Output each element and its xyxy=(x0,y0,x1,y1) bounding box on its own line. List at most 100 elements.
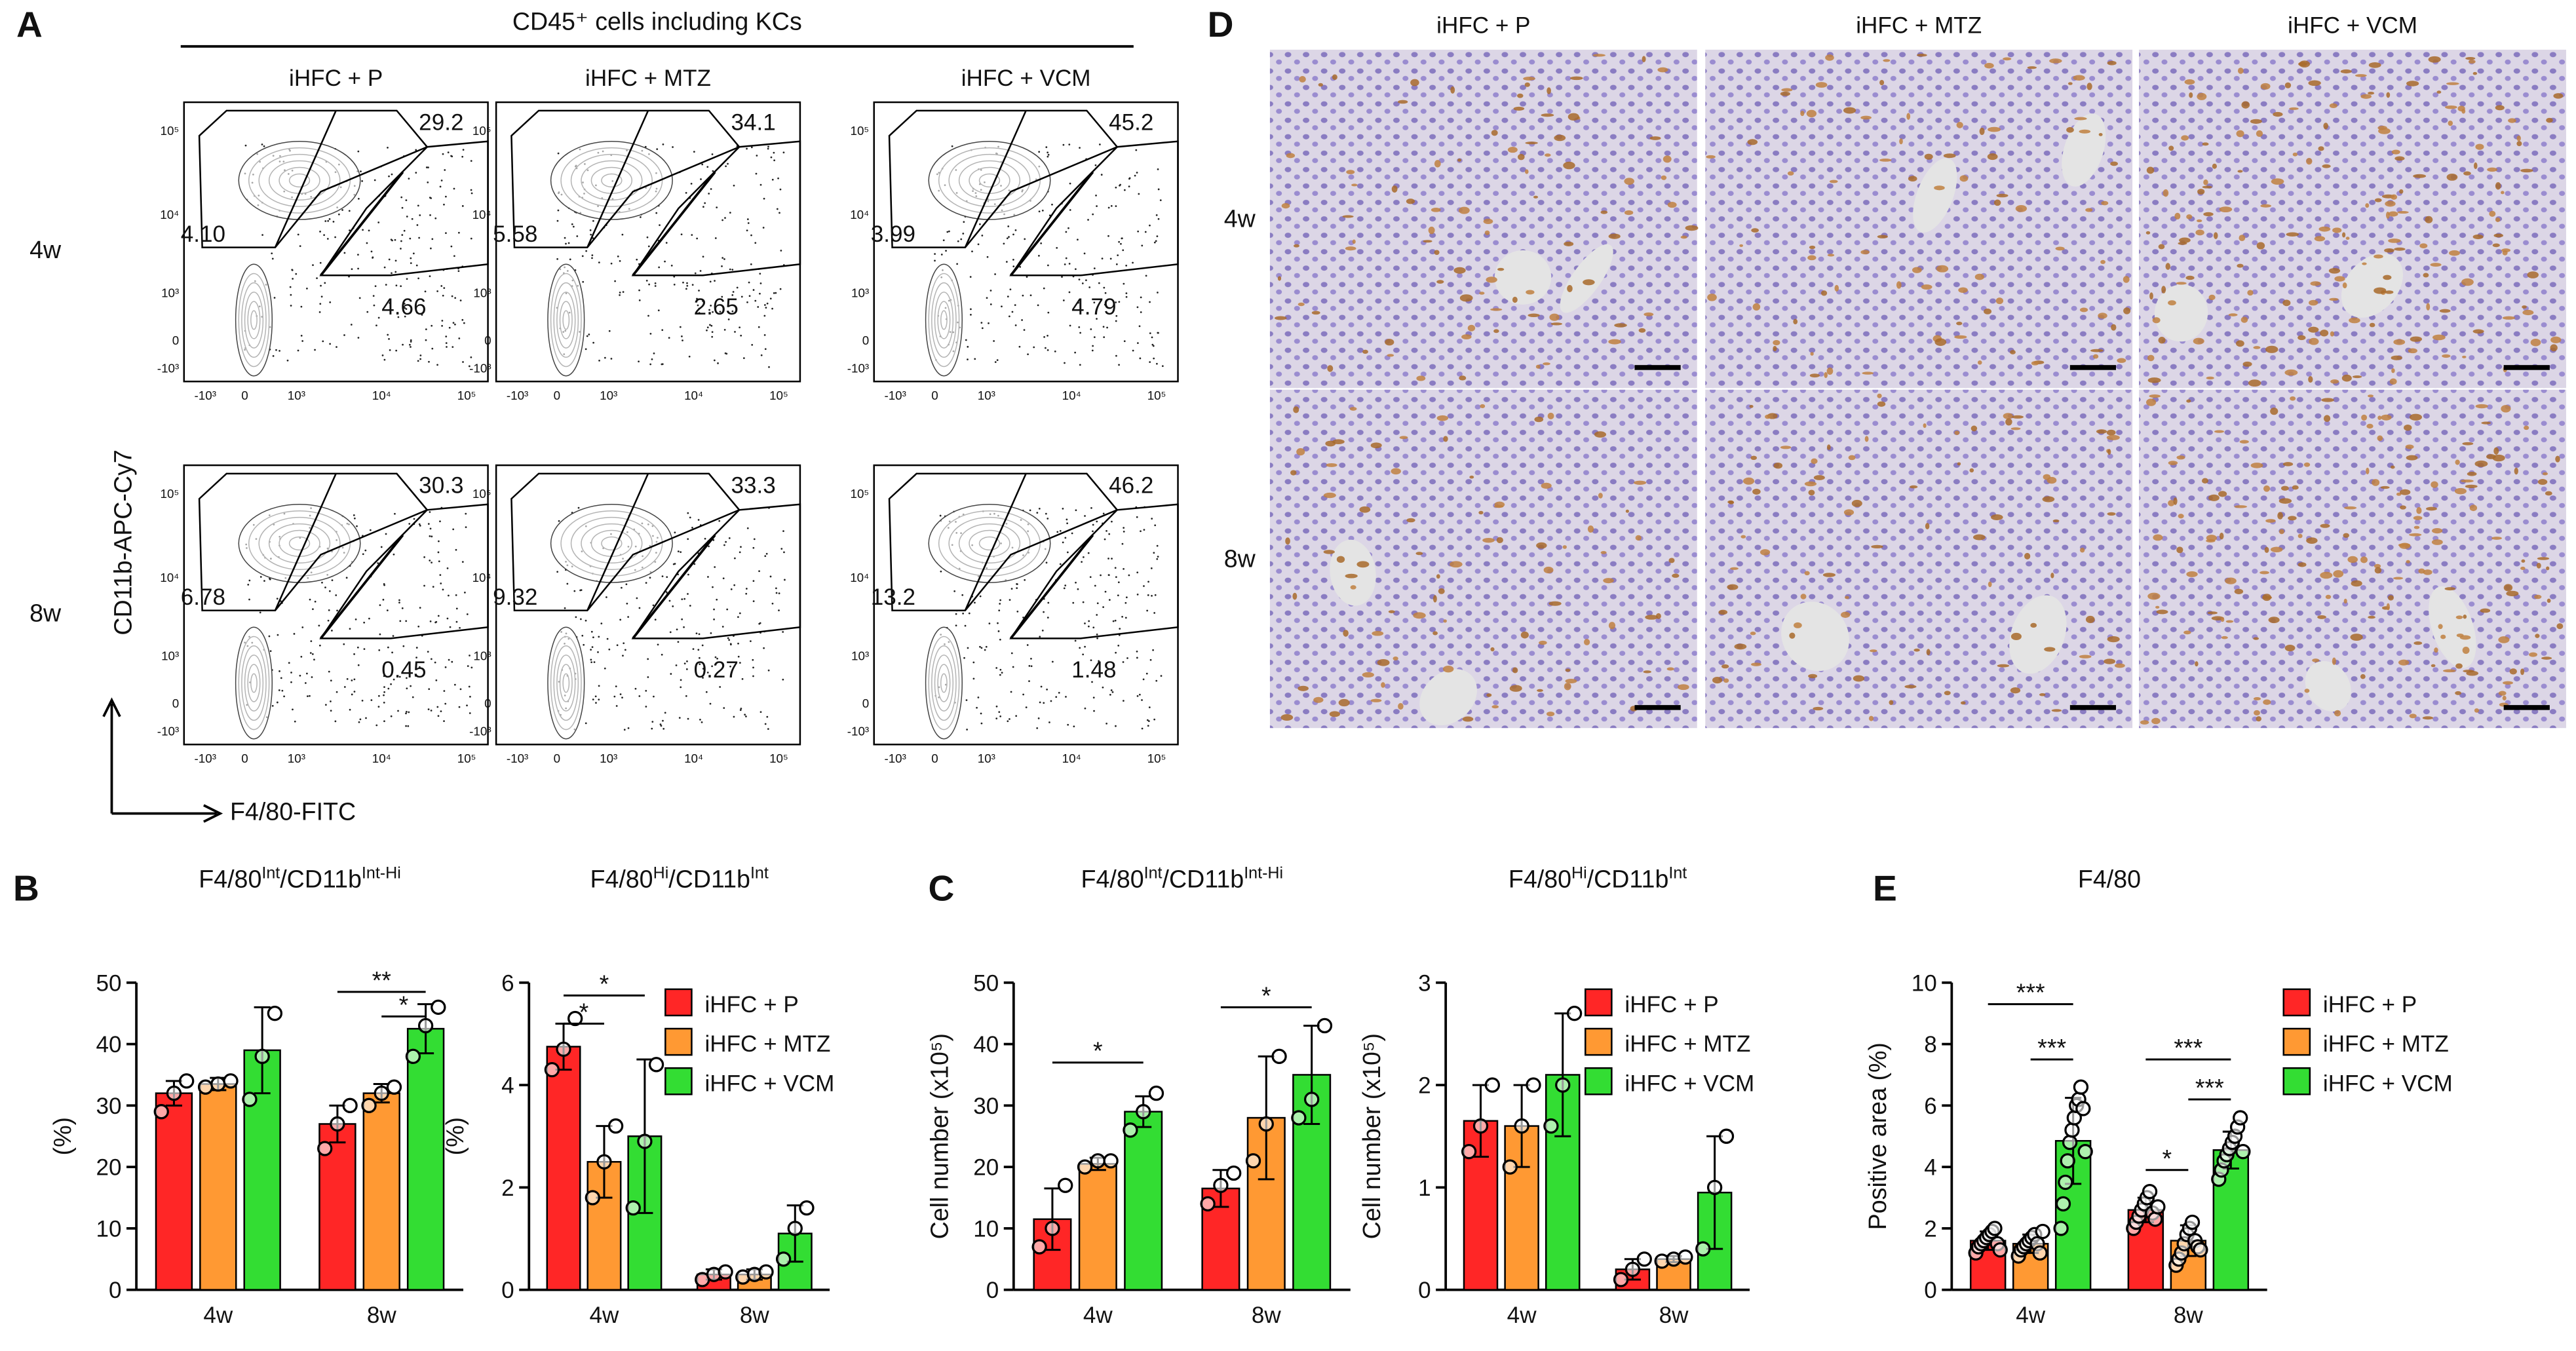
x-tick-label: 10³ xyxy=(600,752,617,765)
stain xyxy=(2391,368,2395,373)
event-dot xyxy=(1018,345,1021,348)
stain xyxy=(1478,510,1484,515)
event-dot xyxy=(318,624,320,627)
event-dot xyxy=(279,350,280,352)
stain xyxy=(1896,281,1902,289)
stain xyxy=(2240,316,2248,323)
event-dot xyxy=(398,676,401,678)
stain xyxy=(2096,429,2107,434)
event-dot xyxy=(711,153,714,155)
event-dot xyxy=(1091,349,1094,352)
stain xyxy=(1428,226,1435,235)
event-dot xyxy=(387,147,389,149)
event-dot xyxy=(728,639,731,641)
event-dot xyxy=(984,649,986,651)
event-dot xyxy=(1012,666,1014,668)
stain xyxy=(2380,485,2390,489)
event-dot xyxy=(662,719,664,722)
event-dot xyxy=(1123,282,1125,285)
stain xyxy=(1991,514,2003,520)
stain xyxy=(2355,74,2367,77)
event-dot xyxy=(583,643,585,646)
bar xyxy=(1124,1111,1163,1291)
event-dot xyxy=(1072,601,1075,604)
event-dot xyxy=(721,626,724,628)
stain xyxy=(2425,216,2433,223)
stain xyxy=(2360,556,2368,563)
event-dot xyxy=(427,651,429,653)
event-dot xyxy=(1121,615,1123,618)
x-tick-label: -10³ xyxy=(884,752,906,765)
event-dot xyxy=(653,695,655,698)
y-tick-label: 20 xyxy=(973,1155,999,1181)
event-dot xyxy=(767,147,769,150)
legend-swatch xyxy=(664,1067,693,1095)
event-dot xyxy=(713,618,715,620)
event-dot xyxy=(979,645,981,648)
stain xyxy=(2457,105,2465,112)
stain xyxy=(2391,355,2402,360)
contour xyxy=(550,140,673,220)
x-tick-label: 10⁴ xyxy=(372,389,391,402)
event-dot xyxy=(1081,561,1083,563)
event-dot xyxy=(702,668,704,670)
event-dot xyxy=(764,723,767,725)
event-dot xyxy=(1094,164,1097,166)
event-dot xyxy=(613,695,616,698)
stain xyxy=(1490,308,1503,311)
stain xyxy=(2333,570,2344,578)
stain xyxy=(1541,113,1554,117)
event-dot xyxy=(439,185,442,188)
event-dot xyxy=(1093,301,1096,304)
event-dot xyxy=(1102,512,1105,515)
x-tick-label: 0 xyxy=(554,389,560,402)
stain xyxy=(2031,361,2039,366)
stain xyxy=(2074,117,2087,121)
stain xyxy=(2322,164,2331,168)
x-tick-label: 10⁴ xyxy=(372,752,391,765)
event-dot xyxy=(455,607,458,610)
stain xyxy=(1393,656,1398,661)
event-dot xyxy=(585,348,587,351)
event-dot xyxy=(357,664,360,666)
event-dot xyxy=(740,546,742,548)
event-dot xyxy=(1119,184,1121,187)
event-dot xyxy=(759,711,762,714)
event-dot xyxy=(736,286,739,289)
stain xyxy=(2454,487,2467,495)
event-dot xyxy=(383,675,385,677)
stain xyxy=(2374,198,2382,202)
event-dot xyxy=(444,666,447,668)
event-dot xyxy=(757,306,759,308)
event-dot xyxy=(710,305,712,307)
event-dot xyxy=(328,609,330,611)
event-dot xyxy=(988,622,991,625)
event-dot xyxy=(998,711,1001,714)
event-dot xyxy=(336,691,338,693)
event-dot xyxy=(304,682,307,684)
stain xyxy=(2248,379,2261,387)
data-point xyxy=(2233,1110,2248,1126)
event-dot xyxy=(1075,509,1077,512)
stain xyxy=(2365,203,2370,208)
stain xyxy=(1800,111,1805,117)
stain xyxy=(1644,312,1654,316)
event-dot xyxy=(1115,354,1117,357)
event-dot xyxy=(980,712,982,715)
stain xyxy=(2393,339,2406,345)
event-dot xyxy=(940,570,942,573)
y-tick-label: 10⁴ xyxy=(160,208,179,221)
stain xyxy=(2073,75,2085,81)
stain xyxy=(2107,449,2111,455)
event-dot xyxy=(698,290,700,292)
event-dot xyxy=(614,280,616,282)
event-dot xyxy=(727,162,729,165)
gate-percent: 13.2 xyxy=(871,584,915,610)
x-tick-label: 4w xyxy=(2016,1303,2046,1328)
event-dot xyxy=(706,166,709,168)
event-dot xyxy=(1122,661,1125,663)
y-tick-label: 10³ xyxy=(161,286,179,299)
stain xyxy=(1663,155,1672,163)
event-dot xyxy=(782,631,784,633)
stain xyxy=(2472,71,2478,75)
